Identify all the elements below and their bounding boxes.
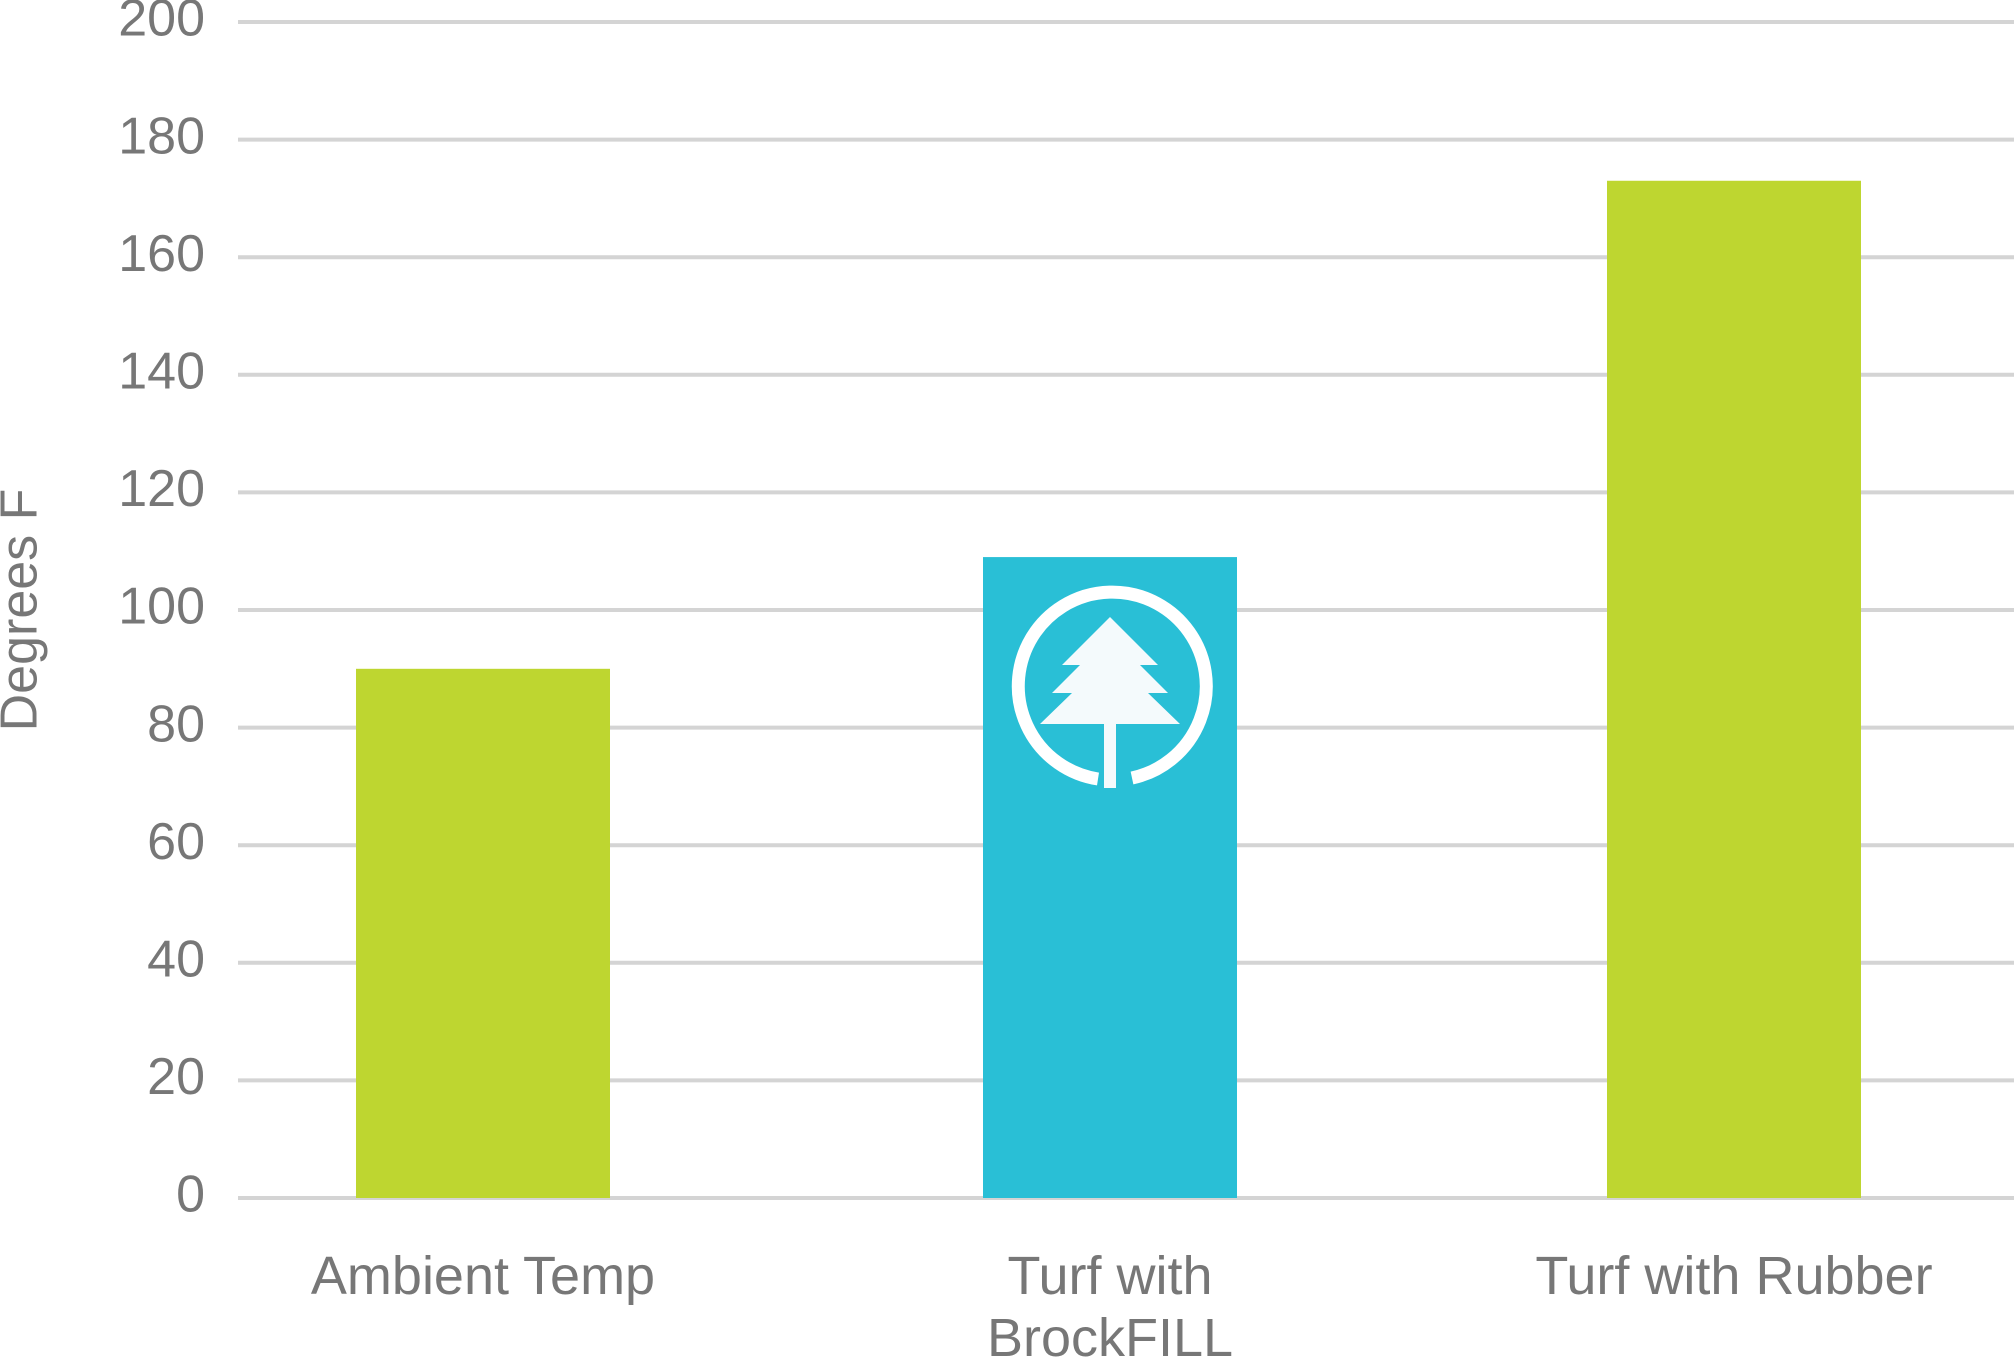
y-tick-label: 60 bbox=[147, 813, 205, 871]
x-tick-label: Ambient Temp bbox=[310, 1246, 656, 1306]
y-tick-label: 20 bbox=[147, 1048, 205, 1106]
y-tick-label: 120 bbox=[118, 460, 205, 518]
bar bbox=[356, 668, 610, 1198]
bar bbox=[1607, 180, 1861, 1198]
x-tick-label: Turf with Rubber bbox=[1535, 1246, 1933, 1306]
y-tick-label: 180 bbox=[118, 107, 205, 165]
logo-tree bbox=[1040, 617, 1180, 724]
y-axis-title: Degrees F bbox=[0, 489, 49, 732]
logo-trunk bbox=[1104, 720, 1116, 788]
x-tick-label: Turf with BrockFILL bbox=[986, 1246, 1234, 1363]
y-tick-label: 40 bbox=[147, 931, 205, 989]
bars bbox=[356, 180, 1861, 1198]
y-tick-label: 200 bbox=[118, 0, 205, 48]
y-tick-label: 0 bbox=[176, 1166, 205, 1224]
y-tick-label: 100 bbox=[118, 578, 205, 636]
logo-icon bbox=[1011, 585, 1213, 788]
y-tick-label: 80 bbox=[147, 695, 205, 753]
logo-ring bbox=[1011, 585, 1213, 786]
y-tick-label: 160 bbox=[118, 225, 205, 283]
y-tick-label: 140 bbox=[118, 343, 205, 401]
